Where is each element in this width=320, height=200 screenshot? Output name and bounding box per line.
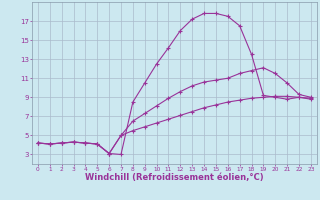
X-axis label: Windchill (Refroidissement éolien,°C): Windchill (Refroidissement éolien,°C) <box>85 173 264 182</box>
